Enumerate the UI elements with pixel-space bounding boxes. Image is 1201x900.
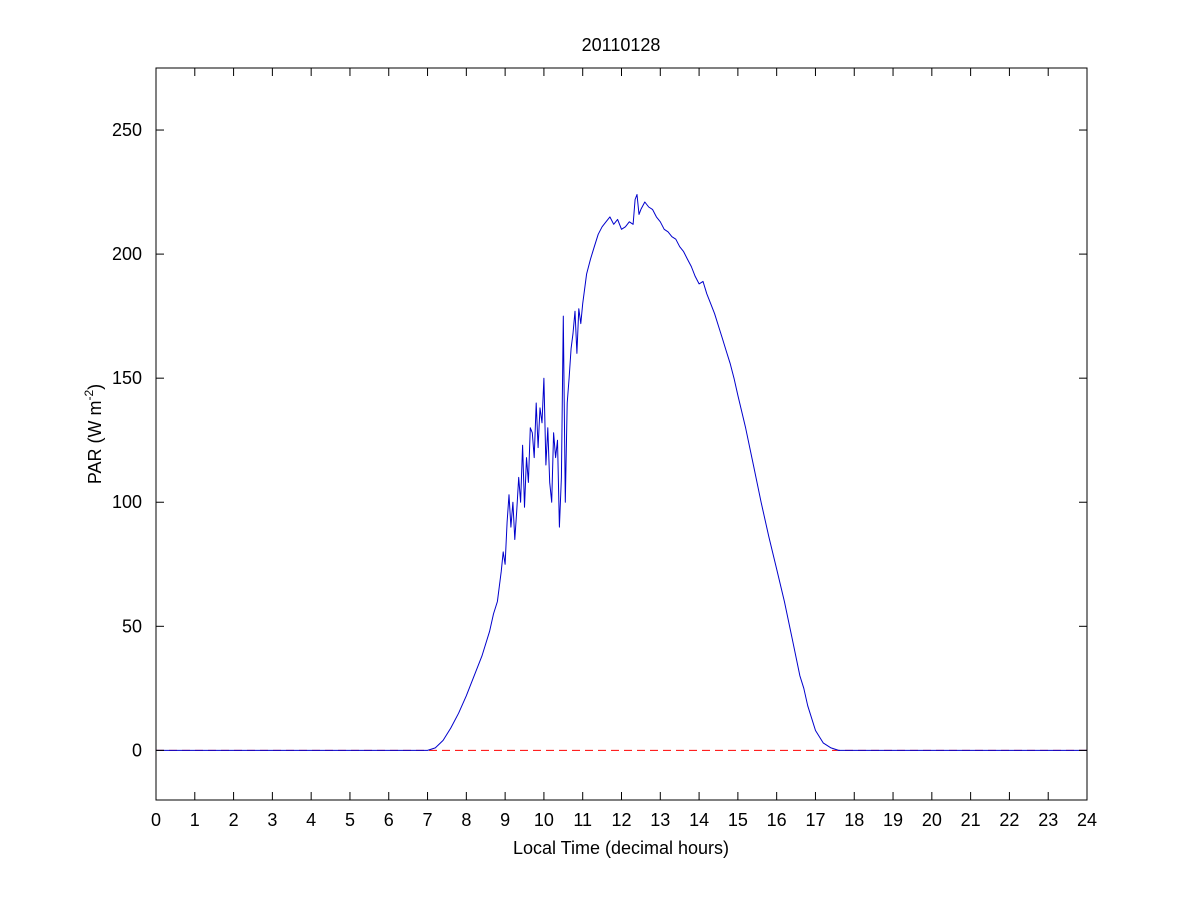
x-tick-label: 18 xyxy=(844,810,864,830)
chart-title: 20110128 xyxy=(582,35,661,55)
y-tick-label: 0 xyxy=(132,740,142,760)
y-tick-label: 50 xyxy=(122,616,142,636)
plot-area xyxy=(156,68,1087,800)
x-tick-label: 9 xyxy=(500,810,510,830)
y-axis-label-main: PAR (W m xyxy=(85,401,105,485)
x-axis-label: Local Time (decimal hours) xyxy=(513,838,729,858)
x-tick-label: 1 xyxy=(190,810,200,830)
x-tick-label: 19 xyxy=(883,810,903,830)
y-tick-label: 250 xyxy=(112,120,142,140)
x-tick-label: 10 xyxy=(534,810,554,830)
x-tick-label: 8 xyxy=(461,810,471,830)
x-tick-label: 0 xyxy=(151,810,161,830)
x-tick-label: 16 xyxy=(767,810,787,830)
x-tick-label: 24 xyxy=(1077,810,1097,830)
y-tick-label: 200 xyxy=(112,244,142,264)
x-tick-label: 5 xyxy=(345,810,355,830)
y-axis-label: PAR (W m-2) xyxy=(82,384,105,484)
x-tick-label: 3 xyxy=(267,810,277,830)
y-axis-label-superscript: -2 xyxy=(82,390,96,401)
x-tick-label: 12 xyxy=(611,810,631,830)
x-tick-label: 21 xyxy=(961,810,981,830)
x-tick-label: 20 xyxy=(922,810,942,830)
x-tick-label: 7 xyxy=(423,810,433,830)
y-axis-label-close: ) xyxy=(85,384,105,390)
x-tick-label: 17 xyxy=(805,810,825,830)
x-tick-label: 6 xyxy=(384,810,394,830)
x-tick-label: 23 xyxy=(1038,810,1058,830)
x-tick-label: 11 xyxy=(573,810,592,830)
x-tick-label: 14 xyxy=(689,810,709,830)
y-tick-label: 100 xyxy=(112,492,142,512)
x-tick-label: 2 xyxy=(229,810,239,830)
y-tick-label: 150 xyxy=(112,368,142,388)
x-tick-label: 13 xyxy=(650,810,670,830)
par-series-line xyxy=(156,194,1087,751)
x-tick-label: 22 xyxy=(999,810,1019,830)
x-tick-label: 15 xyxy=(728,810,748,830)
x-tick-label: 4 xyxy=(306,810,316,830)
